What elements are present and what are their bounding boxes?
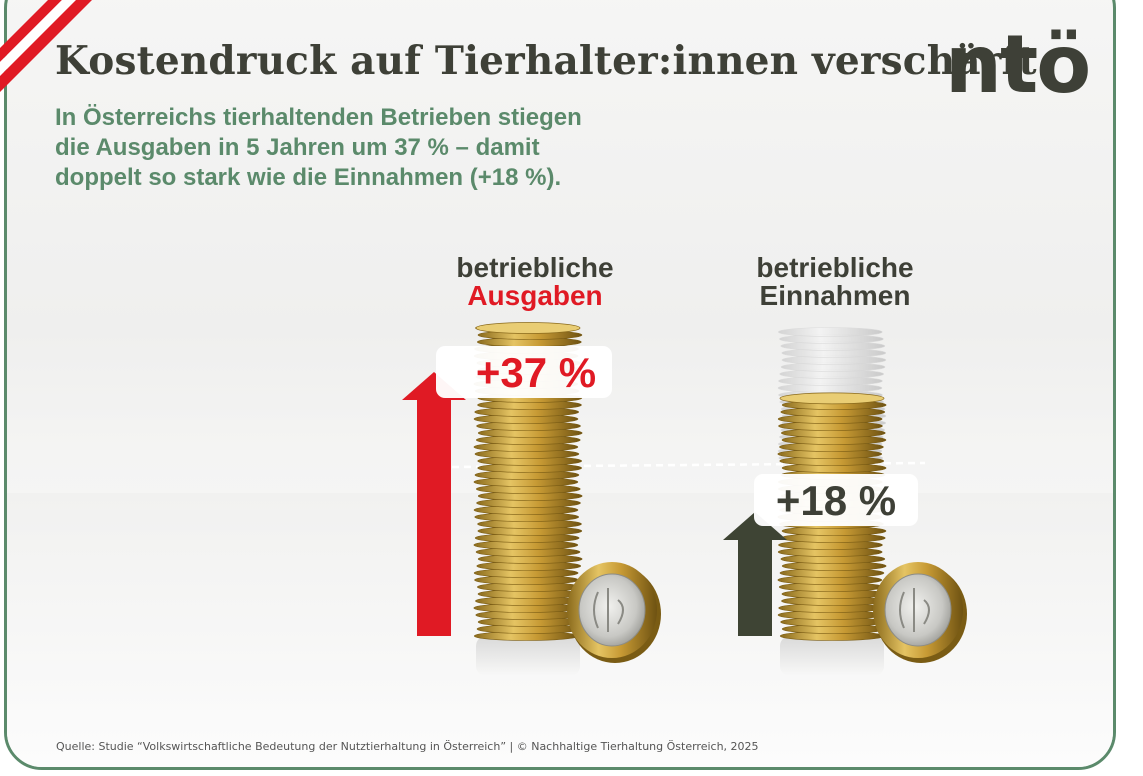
euro-coin-1: [567, 562, 661, 663]
arrow-1: [402, 372, 466, 636]
subtitle-line-2: die Ausgaben in 5 Jahren um 37 % – damit: [55, 134, 540, 161]
euro-coin-center: [578, 573, 646, 647]
series-name-2-line-1: betriebliche: [756, 252, 913, 283]
stack-reflection: [476, 636, 580, 676]
nto-logo: ntö: [945, 18, 1091, 111]
stack-top-coin: [475, 322, 581, 334]
page-title: Kostendruck auf Tierhalter:innen verschä…: [55, 38, 1037, 84]
value-box-2: [754, 474, 918, 526]
euro-coin-engraving: [593, 588, 624, 632]
page-subtitle: In Österreichs tierhaltenden Betrieben s…: [55, 103, 615, 193]
ghost-coin: [778, 327, 883, 337]
austria-flag-corner: [0, 0, 92, 92]
subtitle-line-3: doppelt so stark wie die Einnahmen (+18 …: [55, 164, 562, 191]
series-name-1-line-1: betriebliche: [456, 252, 613, 283]
stack-reflection: [780, 636, 884, 676]
euro-coin-center: [884, 573, 952, 647]
series-name-2-line-2: Einnahmen: [760, 280, 911, 311]
arrow-2: [723, 512, 787, 636]
series-name-1-line-2: Ausgaben: [467, 280, 602, 311]
value-label-1: +37 %: [476, 349, 596, 396]
subtitle-line-1: In Österreichs tierhaltenden Betrieben s…: [55, 104, 582, 131]
euro-coin-engraving: [899, 588, 930, 632]
value-box-1: [436, 346, 612, 398]
euro-coin-2: [873, 562, 967, 663]
value-label-2: +18 %: [776, 477, 896, 524]
stack-top-coin: [779, 392, 885, 405]
source-note: Quelle: Studie “Volkswirtschaftliche Bed…: [56, 740, 759, 753]
